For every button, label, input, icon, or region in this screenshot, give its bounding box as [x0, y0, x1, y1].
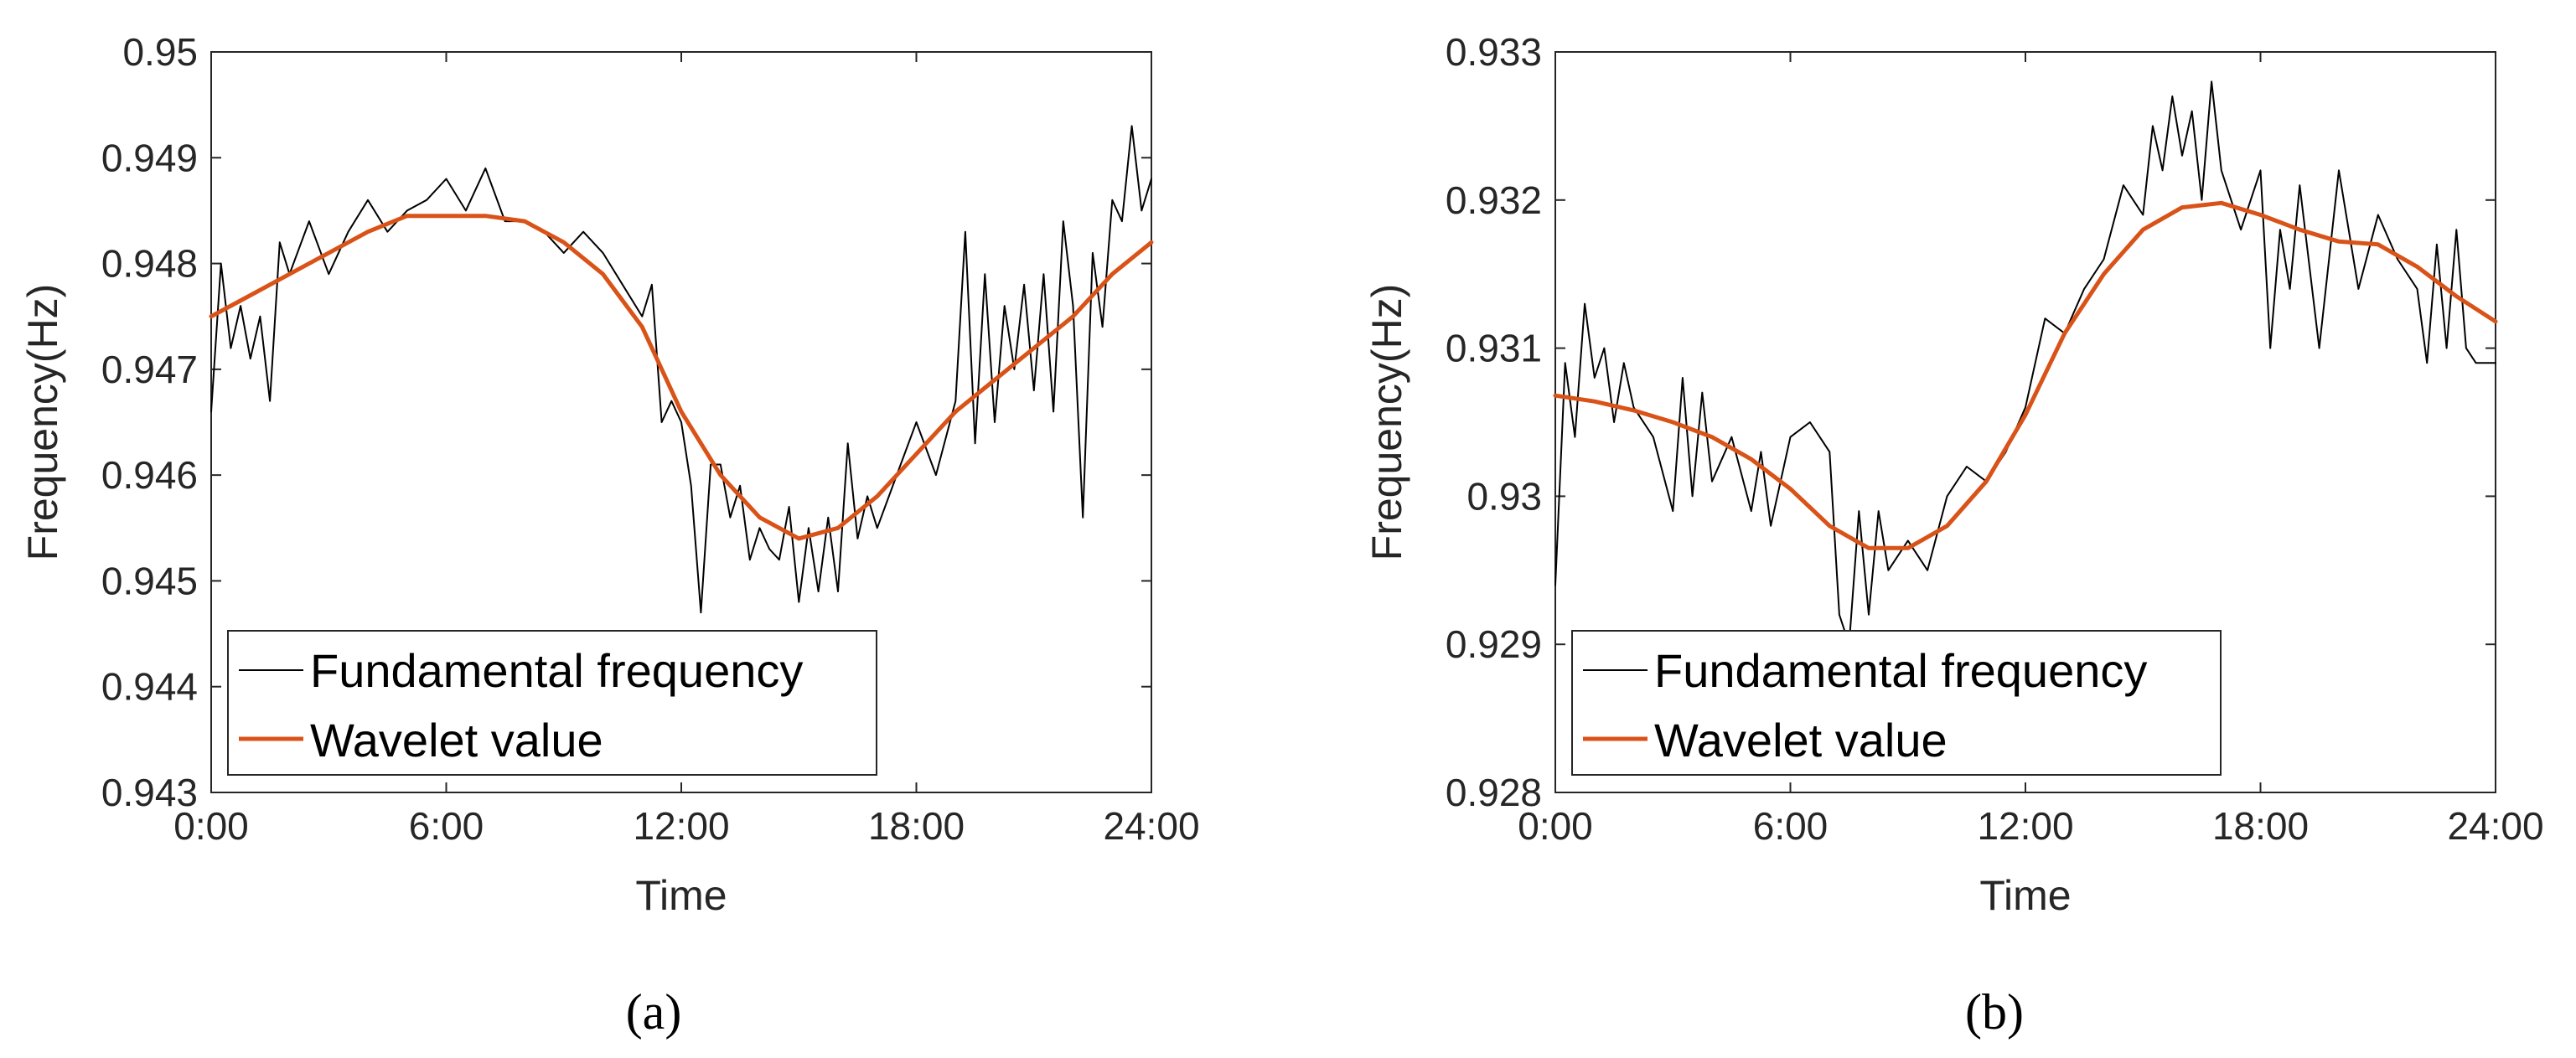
y-tick-label-b: 0.93 [1466, 474, 1542, 518]
y-tick-label-a: 0.945 [101, 559, 198, 602]
y-tick-label-a: 0.947 [101, 348, 198, 391]
x-tick-label-b: 0:00 [1518, 804, 1593, 848]
x-tick-label-b: 18:00 [2212, 804, 2309, 848]
y-tick-label-b: 0.933 [1446, 30, 1542, 74]
legend-label-wavelet-a: Wavelet value [310, 714, 603, 766]
x-ticks-b: 0:00 6:00 12:00 18:00 24:00 [1518, 52, 2544, 848]
legend-label-raw-a: Fundamental frequency [310, 644, 803, 697]
x-axis-label-b: Time [1979, 872, 2071, 919]
y-tick-label-a: 0.946 [101, 453, 198, 497]
x-tick-label-b: 12:00 [1977, 804, 2073, 848]
legend-box-b [1571, 630, 2222, 776]
y-tick-label-b: 0.929 [1446, 622, 1542, 666]
y-tick-label-a: 0.949 [101, 136, 198, 179]
x-tick-label-a: 18:00 [868, 804, 965, 848]
series-fundamental-frequency-a [210, 125, 1152, 614]
y-tick-label-a: 0.944 [101, 665, 198, 709]
x-tick-label-a: 24:00 [1103, 804, 1199, 848]
x-tick-label-b: 24:00 [2447, 804, 2543, 848]
legend-box-a [227, 630, 877, 776]
series-wavelet-value-a [209, 214, 1154, 541]
series-layer-b [1553, 80, 2498, 646]
x-ticks-a: 0:00 6:00 12:00 18:00 24:00 [173, 52, 1200, 848]
legend-label-raw-b: Fundamental frequency [1654, 644, 2147, 697]
x-tick-label-a: 0:00 [173, 804, 249, 848]
caption-a: (a) [626, 984, 682, 1040]
chart-panel-a: 0.9430.9440.9450.9460.9470.9480.9490.95 … [19, 30, 1200, 1040]
series-layer-a [209, 125, 1154, 614]
y-tick-label-b: 0.931 [1446, 327, 1542, 370]
chart-panel-b: 0.928 0.929 0.93 0.931 0.932 0.933 0:00 6:00 12… [1363, 30, 2544, 1040]
y-axis-label-a: Frequency(Hz) [19, 284, 66, 561]
y-tick-label-b: 0.932 [1446, 178, 1542, 222]
x-tick-label-a: 6:00 [409, 804, 484, 848]
legend-b: Fundamental frequency Wavelet value [1571, 630, 2222, 776]
x-tick-label-b: 6:00 [1753, 804, 1829, 848]
y-tick-label-a: 0.95 [122, 30, 198, 74]
y-ticks-a: 0.943 0.944 0.945 0.946 0.947 0.948 0.949 0.95 [101, 30, 1151, 814]
y-ticks-b: 0.928 0.929 0.93 0.931 0.932 0.933 [1446, 30, 2496, 814]
series-wavelet-value-b [1553, 200, 2498, 550]
x-axis-label-a: Time [635, 872, 727, 919]
legend-label-wavelet-b: Wavelet value [1654, 714, 1948, 766]
y-tick-label-b: 0.928 [1446, 771, 1542, 814]
x-tick-label-a: 12:00 [633, 804, 729, 848]
caption-b: (b) [1965, 984, 2024, 1040]
legend-a: Fundamental frequency Wavelet value [227, 630, 877, 776]
y-tick-label-a: 0.948 [101, 242, 198, 286]
y-tick-label-a: 0.943 [101, 771, 198, 814]
y-axis-label-b: Frequency(Hz) [1363, 284, 1410, 561]
